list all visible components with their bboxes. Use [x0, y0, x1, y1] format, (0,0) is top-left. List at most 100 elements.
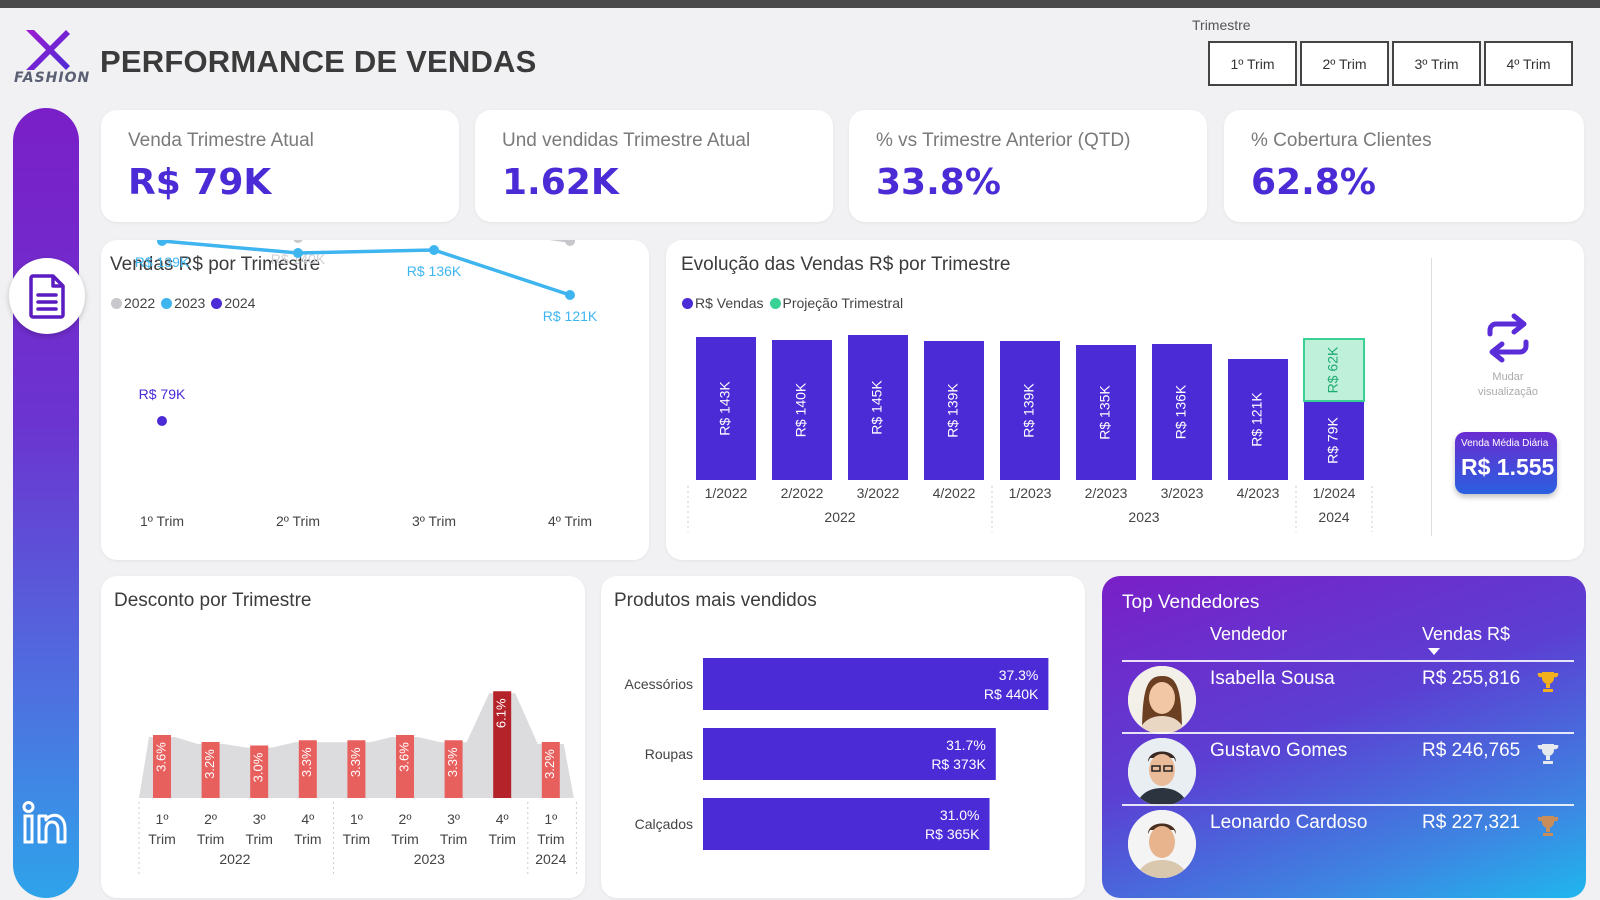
x-tick-label: Trim [343, 831, 370, 847]
seller-name: Gustavo Gomes [1210, 740, 1348, 761]
chart-legend: 2022 2023 2024 [111, 295, 255, 311]
column-header-sales[interactable]: Vendas R$ [1422, 624, 1511, 644]
data-point-2023 [157, 240, 167, 246]
series-line-2022 [549, 240, 571, 243]
bar-value-label: R$ 373K [931, 756, 986, 772]
products-bar-chart: Acessórios 37.3% R$ 440K Roupas 31.7% R$ 373K… [625, 658, 1049, 850]
bar-value-label: R$ 440K [984, 686, 1039, 702]
bar-percent-label: 31.0% [940, 807, 980, 823]
seller-sales: R$ 255,816 [1422, 668, 1521, 689]
kpi-value: 62.8% [1251, 162, 1376, 203]
x-tick-label: Trim [537, 831, 564, 847]
x-tick-label: 1/2023 [1009, 485, 1052, 501]
filter-q1-button[interactable]: 1º Trim [1208, 41, 1297, 86]
bar-label: 3.2% [202, 749, 217, 779]
gold-trophy-icon [1537, 672, 1559, 692]
bar-label: 3.3% [445, 747, 460, 777]
x-tick-label: 2º Trim [276, 513, 320, 529]
daily-average-sales-badge: Venda Média Diária R$ 1.555 [1455, 432, 1557, 494]
discount-bar [153, 735, 171, 798]
x-tick-label: 2º [204, 811, 217, 827]
report-page-button[interactable] [9, 258, 85, 334]
kpi-label: % vs Trimestre Anterior (QTD) [876, 130, 1131, 151]
x-group-label: 2024 [535, 851, 566, 867]
discount-bar [444, 740, 463, 798]
bar-label: 3.6% [153, 742, 168, 772]
bar-percent-label: 31.7% [946, 737, 986, 753]
filter-q3-button[interactable]: 3º Trim [1392, 41, 1481, 86]
bar-vendas [1304, 401, 1364, 480]
data-point-2024 [157, 416, 167, 426]
legend-item-2022[interactable]: 2022 [111, 295, 155, 311]
x-tick-label: 1º [156, 811, 169, 827]
discount-bar [541, 742, 560, 798]
x-tick-label: 4/2023 [1237, 485, 1280, 501]
data-point-2023 [293, 248, 303, 258]
switch-view-label: Mudar [1492, 371, 1524, 383]
kpi-value: R$ 79K [128, 162, 272, 203]
x-tick-label: 2/2023 [1085, 485, 1128, 501]
x-tick-label: Trim [391, 831, 418, 847]
x-tick-label: 4º Trim [548, 513, 592, 529]
data-point-2022 [565, 240, 575, 246]
switch-view-button[interactable]: Mudar visualização [1468, 312, 1548, 399]
discount-bar [201, 742, 220, 798]
seller-row[interactable]: Leonardo Cardoso R$ 227,321 [1122, 804, 1574, 878]
x-tick-label: Trim [245, 831, 272, 847]
sales-evolution-bar-chart: R$ 143K 1/2022 R$ 140K 2/2022 R$ 145K 3/2022 R… [687, 335, 1373, 532]
bar-label: R$ 143K [717, 381, 733, 436]
daily-average-value: R$ 1.555 [1461, 454, 1555, 480]
product-bar [703, 798, 990, 850]
filter-q2-button[interactable]: 2º Trim [1300, 41, 1389, 86]
x-tick-label: 3/2023 [1161, 485, 1204, 501]
document-icon [29, 274, 65, 319]
chart-title: Desconto por Trimestre [114, 590, 312, 611]
logo-x-icon [26, 30, 70, 70]
x-tick-label: Trim [197, 831, 224, 847]
swap-arrows-icon [1487, 313, 1529, 363]
bar-label: R$ 135K [1097, 385, 1113, 440]
linkedin-icon[interactable] [22, 800, 72, 846]
bar-label: R$ 139K [1021, 383, 1037, 438]
product-bar [703, 728, 996, 780]
window-top-bar [0, 0, 1600, 8]
x-tick-label: 1º Trim [140, 513, 184, 529]
seller-row[interactable]: Isabella Sousa R$ 255,816 [1122, 660, 1574, 734]
seller-sales: R$ 246,765 [1422, 740, 1521, 761]
sort-desc-icon [1428, 648, 1440, 655]
legend-item-2023[interactable]: 2023 [161, 295, 205, 311]
x-tick-label: 1/2022 [705, 485, 748, 501]
x-tick-label: 2/2022 [781, 485, 824, 501]
x-tick-label: 3º [253, 811, 266, 827]
bar-percent-label: 37.3% [999, 667, 1039, 683]
y-tick-label: Acessórios [625, 676, 693, 692]
bar-label: R$ 139K [945, 383, 961, 438]
data-point-2022 [293, 240, 303, 243]
sales-evolution-card: Evolução das Vendas R$ por Trimestre R$ … [666, 240, 1584, 560]
seller-row[interactable]: Gustavo Gomes R$ 246,765 [1122, 732, 1574, 806]
x-group-label: 2023 [414, 851, 445, 867]
bar-projecao [1303, 338, 1365, 402]
bar-vendas [924, 341, 984, 480]
daily-average-label: Venda Média Diária [1461, 438, 1549, 449]
legend-item-projecao[interactable]: Projeção Trimestral [769, 295, 903, 311]
x-tick-label: Trim [488, 831, 515, 847]
kpi-card-current-sales: Venda Trimestre Atual R$ 79K [101, 110, 459, 222]
column-header-seller[interactable]: Vendedor [1210, 624, 1288, 644]
legend-item-vendas[interactable]: R$ Vendas [682, 295, 764, 311]
x-tick-label: 3º [447, 811, 460, 827]
bar-label: 3.6% [396, 742, 411, 772]
bar-label: R$ 121K [1249, 392, 1265, 447]
logo-text: FASHION [14, 70, 91, 86]
seller-avatar [1128, 810, 1196, 878]
data-label-2023: R$ 139K [135, 254, 190, 270]
kpi-label: % Cobertura Clientes [1251, 130, 1432, 151]
y-tick-label: Roupas [645, 746, 693, 762]
filter-q4-button[interactable]: 4º Trim [1484, 41, 1573, 86]
top-sellers-title: Top Vendedores [1122, 592, 1260, 613]
page-title: PERFORMANCE DE VENDAS [100, 44, 537, 79]
chart-title: Vendas R$ por Trimestre [110, 254, 321, 275]
seller-name: Leonardo Cardoso [1210, 812, 1368, 833]
legend-item-2024[interactable]: 2024 [211, 295, 255, 311]
data-point-2023 [565, 290, 575, 300]
